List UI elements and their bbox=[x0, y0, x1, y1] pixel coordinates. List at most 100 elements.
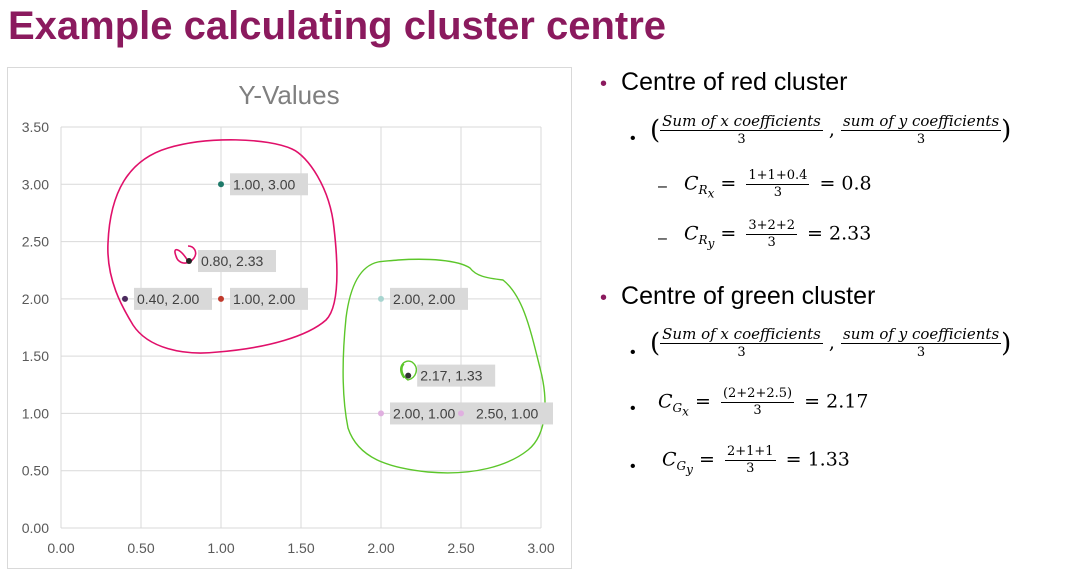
chart-title: Y-Values bbox=[238, 80, 339, 110]
paren-close: ) bbox=[1001, 115, 1012, 146]
formula-num-y: sum of y coefficients bbox=[841, 112, 1002, 131]
data-label: 0.80, 2.33 bbox=[198, 250, 276, 273]
var-c: C bbox=[662, 448, 677, 471]
scatter-chart-panel: Y-Values 0.00 0.50 1.00 1.50 2.00 2.50 3.00 3.5… bbox=[7, 67, 572, 569]
data-point bbox=[378, 295, 384, 302]
explanation-panel: • Centre of red cluster • (Sum of x coeff… bbox=[600, 60, 1078, 560]
data-point bbox=[218, 295, 224, 302]
red-y-num: 3+2+2 bbox=[746, 218, 797, 235]
var-c: C bbox=[684, 172, 699, 195]
formula-sep: , bbox=[828, 118, 835, 141]
bullet-dot: • bbox=[600, 287, 608, 309]
sub-y: y bbox=[686, 462, 693, 477]
green-y-equation: CGy = 2+1+1 3 = 1.33 bbox=[662, 444, 850, 477]
sub-r: R bbox=[698, 233, 708, 248]
formula-den: 3 bbox=[916, 345, 926, 360]
data-label: 0.40, 2.00 bbox=[134, 287, 212, 310]
formula-den: 3 bbox=[737, 345, 746, 360]
green-y-value: 1.33 bbox=[807, 448, 850, 471]
eq: = bbox=[720, 172, 737, 195]
eq: = bbox=[720, 222, 737, 245]
red-heading-bullet: • Centre of red cluster bbox=[600, 68, 848, 97]
red-y-equation: CRy = 3+2+2 3 = 2.33 bbox=[684, 218, 871, 251]
data-label-bg bbox=[198, 250, 276, 273]
green-y-den: 3 bbox=[746, 461, 755, 476]
data-label-text: 1.00, 3.00 bbox=[233, 176, 295, 192]
frac-y: sum of y coefficients 3 bbox=[841, 112, 1002, 149]
eq: = bbox=[807, 222, 823, 245]
data-label-text: 0.40, 2.00 bbox=[137, 291, 199, 307]
dash: – bbox=[658, 178, 667, 195]
data-label: 1.00, 3.00 bbox=[230, 173, 308, 196]
sub-g: G bbox=[676, 459, 687, 474]
frac: 1+1+0.4 3 bbox=[746, 168, 810, 201]
data-point bbox=[405, 372, 412, 379]
red-y-value: 2.33 bbox=[829, 222, 872, 245]
red-x-value: 0.8 bbox=[841, 172, 872, 195]
data-label-text: 2.00, 1.00 bbox=[393, 405, 455, 421]
bullet-dot: • bbox=[630, 344, 636, 361]
green-x-num: (2+2+2.5) bbox=[720, 386, 795, 403]
data-label-text: 2.50, 1.00 bbox=[476, 405, 538, 421]
red-y-den: 3 bbox=[767, 235, 776, 250]
formula-num-y: sum of y coefficients bbox=[841, 325, 1002, 344]
y-tick-label: 2.00 bbox=[22, 291, 49, 307]
y-tick-label: 0.50 bbox=[22, 463, 49, 479]
data-label-bg bbox=[390, 402, 553, 425]
formula-num-x: Sum of x coefficients bbox=[660, 325, 823, 344]
paren-open: ( bbox=[650, 328, 661, 359]
y-tick-label: 1.50 bbox=[22, 348, 49, 364]
data-label-bg bbox=[417, 364, 496, 387]
red-centre-marker bbox=[174, 245, 197, 264]
y-tick-label: 3.50 bbox=[22, 119, 49, 135]
x-tick-label: 1.00 bbox=[207, 540, 234, 556]
green-formula: (Sum of x coefficients 3 , sum of y coeff… bbox=[650, 325, 1011, 362]
paren-open: ( bbox=[650, 115, 661, 146]
bullet-dot: • bbox=[630, 458, 636, 475]
y-tick-label: 0.00 bbox=[22, 520, 49, 536]
green-x-value: 2.17 bbox=[826, 390, 869, 413]
green-x-den: 3 bbox=[753, 403, 762, 418]
green-y-num: 2+1+1 bbox=[724, 444, 776, 461]
formula-num-x: Sum of x coefficients bbox=[660, 112, 823, 131]
red-x-den: 3 bbox=[773, 185, 783, 200]
red-heading: Centre of red cluster bbox=[621, 68, 848, 96]
data-label-text: 2.17, 1.33 bbox=[420, 368, 482, 384]
frac-x: Sum of x coefficients 3 bbox=[660, 325, 823, 362]
red-x-equation: CRx = 1+1+0.4 3 = 0.8 bbox=[684, 168, 872, 201]
data-label-bg bbox=[390, 287, 468, 310]
eq: = bbox=[819, 172, 836, 195]
formula-den: 3 bbox=[737, 132, 746, 147]
x-tick-label: 2.50 bbox=[447, 540, 474, 556]
red-formula: (Sum of x coefficients 3 , sum of y coeff… bbox=[650, 112, 1011, 149]
data-label-text: 2.00, 2.00 bbox=[393, 291, 455, 307]
data-label: 1.00, 2.00 bbox=[230, 287, 308, 310]
paren-close: ) bbox=[1001, 328, 1012, 359]
green-x-equation: CGx = (2+2+2.5) 3 = 2.17 bbox=[658, 386, 868, 419]
data-label-bg bbox=[230, 287, 308, 310]
bullet-dot: • bbox=[630, 400, 636, 417]
sub-y: y bbox=[707, 236, 715, 251]
var-c: C bbox=[684, 222, 699, 245]
sub-x: x bbox=[682, 404, 689, 419]
green-heading: Centre of green cluster bbox=[621, 282, 876, 310]
bullet-dot: • bbox=[600, 73, 608, 95]
frac: (2+2+2.5) 3 bbox=[720, 386, 795, 419]
x-tick-label: 0.00 bbox=[47, 540, 74, 556]
sub-r: R bbox=[698, 183, 708, 198]
dash: – bbox=[658, 230, 667, 247]
frac: 2+1+1 3 bbox=[724, 444, 776, 477]
bullet-dot: • bbox=[630, 130, 636, 147]
data-label: 2.00, 1.00 2.50, 1.00 bbox=[390, 402, 553, 425]
green-cluster-outline bbox=[342, 258, 546, 474]
data-label-text: 1.00, 2.00 bbox=[233, 291, 295, 307]
red-cluster-outline bbox=[107, 139, 338, 354]
data-label-bg bbox=[134, 287, 212, 310]
x-tick-label: 0.50 bbox=[127, 540, 154, 556]
frac-x: Sum of x coefficients 3 bbox=[660, 112, 823, 149]
scatter-chart: Y-Values 0.00 0.50 1.00 1.50 2.00 2.50 3.00 3.5… bbox=[22, 80, 555, 556]
data-label-text: 0.80, 2.33 bbox=[201, 253, 263, 269]
eq: = bbox=[698, 448, 715, 471]
axis-ticks: 0.00 0.50 1.00 1.50 2.00 2.50 3.00 3.50 0.00 0.50… bbox=[22, 119, 555, 556]
data-point bbox=[186, 258, 192, 265]
